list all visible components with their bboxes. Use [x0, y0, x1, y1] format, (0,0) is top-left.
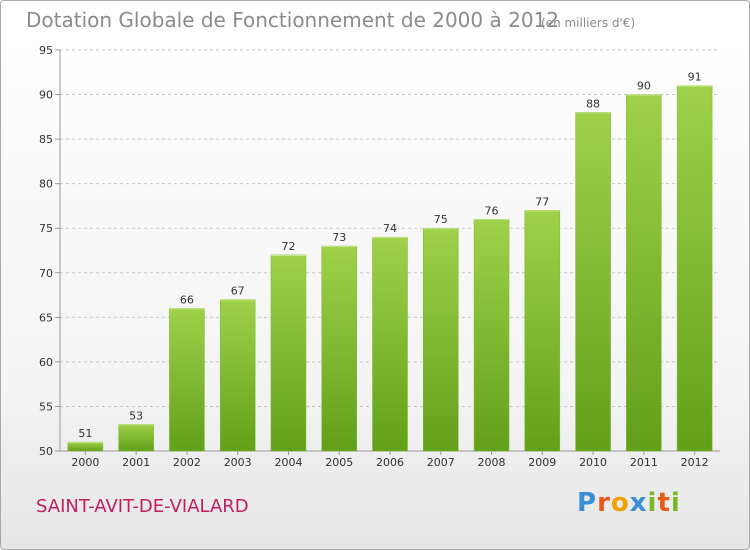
- data-label-2004: 72: [281, 240, 295, 253]
- logo-letter: x: [629, 488, 648, 518]
- x-tick-label-2012: 2012: [681, 456, 709, 469]
- x-tick-label-2001: 2001: [122, 456, 150, 469]
- chart-unit: (en milliers d'€): [541, 16, 636, 30]
- data-label-2002: 66: [180, 293, 194, 306]
- bar-2004: [270, 254, 307, 452]
- x-tick-label-2003: 2003: [224, 456, 252, 469]
- bar-2007: [423, 227, 459, 452]
- x-tick-label-2004: 2004: [274, 456, 302, 469]
- data-label-2003: 67: [231, 285, 245, 298]
- bar-2003: [219, 299, 256, 452]
- y-tick-label: 70: [39, 267, 53, 280]
- bar-2000: [67, 441, 104, 452]
- logo-letter: t: [657, 488, 671, 518]
- data-label-2012: 91: [688, 71, 702, 84]
- y-tick-label: 60: [39, 356, 53, 369]
- label-layer: 51 53 66 67 72 73 74 75 76 77 88 90 91: [78, 71, 701, 440]
- x-tick-label-2007: 2007: [427, 456, 455, 469]
- data-label-2008: 76: [485, 204, 499, 217]
- logo-letter: r: [597, 488, 611, 518]
- x-tick-label-2005: 2005: [325, 456, 353, 469]
- x-tick-label-2009: 2009: [528, 456, 556, 469]
- data-label-2005: 73: [332, 231, 346, 244]
- bar-2010: [575, 112, 611, 452]
- bar-2005: [321, 245, 357, 452]
- y-tick-label: 85: [39, 133, 53, 146]
- bar-2006: [372, 236, 408, 452]
- bar-layer: [67, 85, 713, 452]
- bar-2001: [118, 424, 154, 452]
- y-tick-label: 80: [39, 178, 53, 191]
- y-tick-label: 55: [39, 400, 53, 413]
- x-tick-label-2006: 2006: [376, 456, 404, 469]
- x-tick-label-2008: 2008: [478, 456, 506, 469]
- chart-title: Dotation Globale de Fonctionnement de 20…: [26, 8, 559, 32]
- data-label-2000: 51: [78, 427, 92, 440]
- axis-layer: 50 55 60 65 70 75 80 85 90 95 2000 2001 2002 2003 2004…: [39, 44, 720, 469]
- x-tick-label-2011: 2011: [630, 456, 658, 469]
- bar-2011: [626, 94, 662, 452]
- data-label-2009: 77: [535, 195, 549, 208]
- y-tick-label: 65: [39, 311, 53, 324]
- bar-2012: [676, 85, 713, 452]
- y-tick-label: 50: [39, 445, 53, 458]
- x-tick-label-2010: 2010: [579, 456, 607, 469]
- logo-letter: i: [647, 488, 658, 518]
- bar-2008: [473, 219, 510, 452]
- x-tick-label-2002: 2002: [173, 456, 201, 469]
- logo-letter: P: [577, 488, 598, 518]
- y-tick-label: 90: [39, 89, 53, 102]
- logo-letter: o: [610, 488, 630, 518]
- y-tick-label: 95: [39, 44, 53, 57]
- proxiti-logo[interactable]: Proxiti: [577, 488, 681, 518]
- commune-name: SAINT-AVIT-DE-VIALARD: [36, 496, 249, 517]
- bar-2002: [169, 308, 205, 452]
- y-tick-label: 75: [39, 222, 53, 235]
- x-tick-label-2000: 2000: [71, 456, 99, 469]
- logo-letter: i: [670, 488, 681, 518]
- data-label-2010: 88: [586, 97, 600, 110]
- data-label-2007: 75: [434, 213, 448, 226]
- data-label-2011: 90: [637, 80, 651, 93]
- bar-2009: [524, 210, 561, 452]
- data-label-2001: 53: [129, 409, 143, 422]
- data-label-2006: 74: [383, 222, 397, 235]
